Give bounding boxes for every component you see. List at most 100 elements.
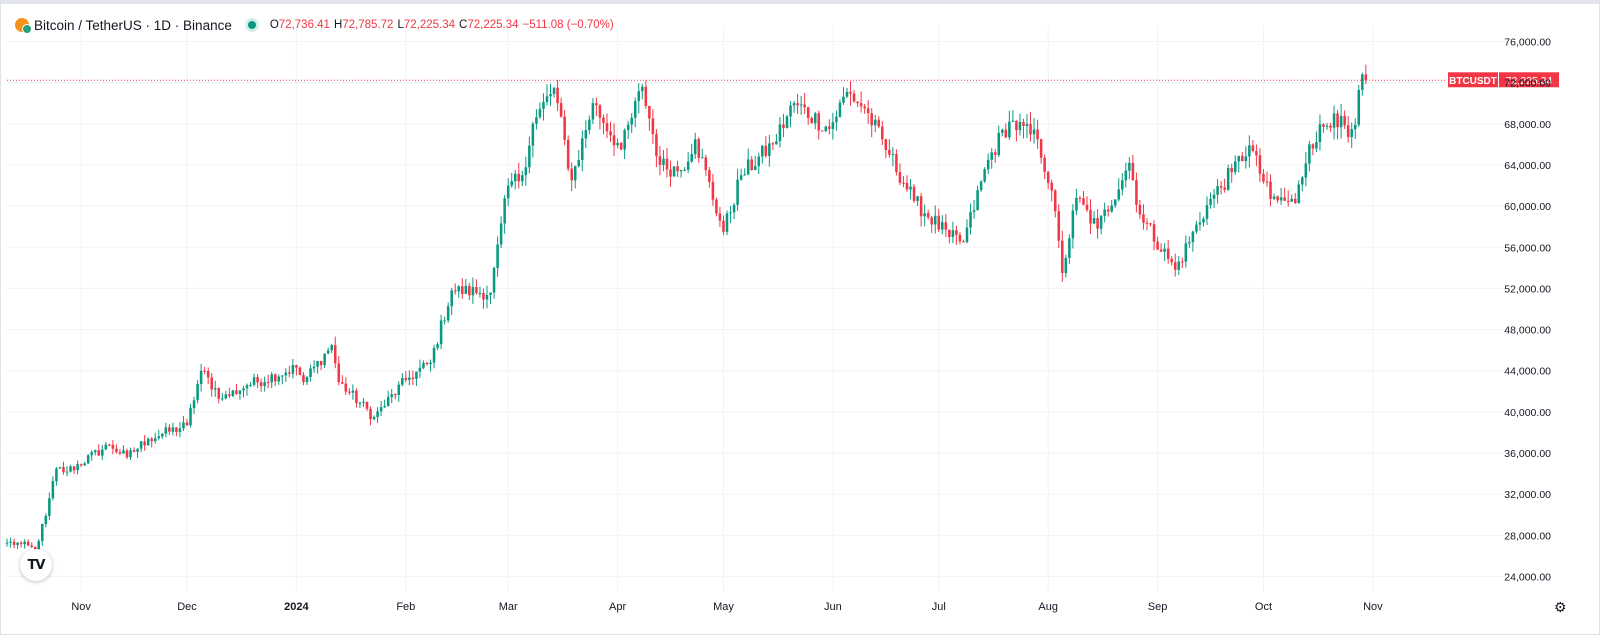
candle-body <box>1113 199 1117 206</box>
candle-body <box>669 169 672 177</box>
candle-body <box>1075 197 1078 211</box>
candle-body <box>1293 198 1297 204</box>
candle-body <box>1159 249 1163 252</box>
candle-body <box>418 367 422 372</box>
candle-body <box>168 427 171 432</box>
candle-body <box>213 388 217 390</box>
candle-body <box>856 101 859 104</box>
candle-body <box>1117 189 1121 200</box>
candle-body <box>877 119 881 127</box>
candle-body <box>129 450 132 458</box>
candle-body <box>679 170 683 172</box>
candle-body <box>1170 258 1173 263</box>
symbol-title[interactable]: Bitcoin / TetherUS · 1D · Binance <box>34 17 232 33</box>
candle-body <box>185 422 189 426</box>
price-tick-label: 36,000.00 <box>1504 448 1551 460</box>
candle-body <box>1103 209 1106 216</box>
time-tick-label: Jul <box>932 601 946 613</box>
candle-body <box>866 108 870 114</box>
candle-body <box>379 407 383 412</box>
close-label: C <box>459 19 468 31</box>
candle-body <box>450 290 453 307</box>
candle-body <box>697 139 701 158</box>
candle-body <box>933 215 937 225</box>
candle-body <box>1265 181 1269 183</box>
candle-body <box>291 365 295 374</box>
candle-body <box>337 363 341 383</box>
candle-body <box>1276 196 1279 201</box>
candle-body <box>1301 177 1304 185</box>
candle-body <box>312 366 316 369</box>
candle-body <box>270 374 273 383</box>
candle-body <box>609 131 612 136</box>
price-tag-bg <box>1499 72 1559 88</box>
candle-body <box>457 286 461 292</box>
candle-body <box>79 464 83 466</box>
candle-body <box>584 130 588 139</box>
candle-body <box>1332 113 1336 128</box>
candle-body <box>171 427 175 432</box>
candle-body <box>178 428 182 432</box>
high-value: 72,785.72 <box>342 19 394 31</box>
settings-gear-icon[interactable]: ⚙ <box>1554 599 1567 615</box>
candlestick-chart[interactable]: BTCUSDT 72,225.34 24,000.00 28,000.00 32,00… <box>1 4 1600 639</box>
candle-body <box>888 149 891 155</box>
candle-body <box>263 381 266 387</box>
candle-body <box>439 320 443 345</box>
candle-body <box>1184 243 1188 262</box>
candle-body <box>845 91 849 97</box>
time-tick-label: Feb <box>396 601 415 613</box>
price-tick-label: 48,000.00 <box>1504 325 1551 337</box>
candle-body <box>976 190 979 211</box>
candle-body <box>1212 194 1216 199</box>
candle-body <box>1138 204 1142 215</box>
candle-body <box>739 175 743 180</box>
candle-body <box>319 360 323 366</box>
candle-body <box>139 441 143 449</box>
candle-body <box>729 212 732 214</box>
candle-body <box>1177 261 1181 270</box>
candle-body <box>1110 205 1113 212</box>
price-axis[interactable]: 24,000.00 28,000.00 32,000.00 36,000.00 40,0… <box>1504 36 1551 583</box>
candle-body <box>485 294 489 300</box>
candle-body <box>948 229 951 237</box>
candle-body <box>203 370 206 372</box>
candle-body <box>746 159 750 175</box>
candle-body <box>288 372 291 374</box>
tradingview-logo[interactable]: TV <box>20 549 52 581</box>
time-tick-label: Nov <box>71 601 91 613</box>
candle-body <box>743 174 746 176</box>
candle-body <box>796 103 799 106</box>
candle-body <box>1131 162 1135 181</box>
candle-body <box>1071 210 1075 239</box>
candle-body <box>76 464 79 471</box>
candle-body <box>891 154 895 156</box>
candle-body <box>9 541 12 543</box>
candle-body <box>1145 222 1149 224</box>
candle-body <box>1025 123 1029 126</box>
low-value: 72,225.34 <box>403 19 456 31</box>
candle-body <box>591 103 595 120</box>
candle-body <box>19 542 23 545</box>
candle-body <box>383 405 386 408</box>
candle-body <box>69 466 72 472</box>
candle-body <box>1216 186 1219 195</box>
candle-body <box>842 96 845 103</box>
candle-body <box>1124 170 1128 181</box>
candle-body <box>284 372 288 376</box>
candle-body <box>118 452 122 454</box>
candle-body <box>775 141 778 145</box>
candle-body <box>962 241 965 243</box>
time-axis[interactable]: Nov Dec 2024 Feb Mar Apr May Jun Jul Aug Sep Oct Nov <box>71 601 1383 613</box>
candle-body <box>641 86 644 92</box>
candle-body <box>323 353 326 366</box>
candle-body <box>182 422 185 429</box>
candle-body <box>37 541 41 550</box>
candle-body <box>799 104 803 106</box>
candle-body <box>655 134 658 157</box>
candle-body <box>150 438 153 442</box>
candle-body <box>605 122 609 132</box>
candle-body <box>249 384 252 386</box>
candle-body <box>619 142 623 150</box>
